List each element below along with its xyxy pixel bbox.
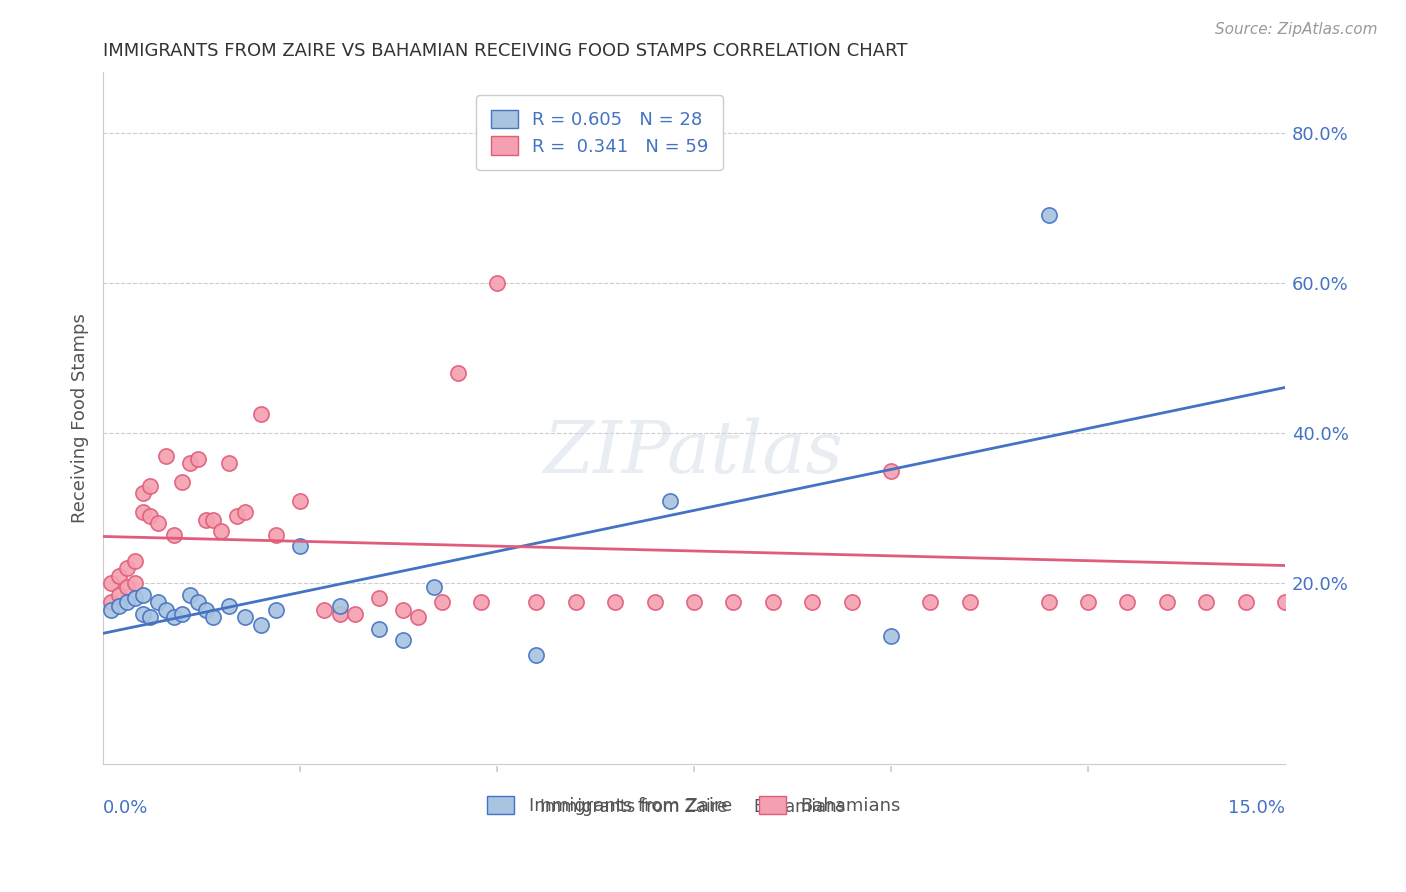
Point: [880, 464, 903, 478]
Text: IMMIGRANTS FROM ZAIRE VS BAHAMIAN RECEIVING FOOD STAMPS CORRELATION CHART: IMMIGRANTS FROM ZAIRE VS BAHAMIAN RECEIV…: [103, 42, 908, 60]
Point: [148, 516, 170, 531]
Point: [367, 622, 389, 636]
Point: [148, 595, 170, 609]
Point: [139, 479, 162, 493]
Point: [605, 595, 627, 609]
Point: [100, 603, 122, 617]
Point: [920, 595, 942, 609]
Point: [202, 610, 225, 624]
Point: [486, 276, 509, 290]
Legend: Immigrants from Zaire, Bahamians: Immigrants from Zaire, Bahamians: [478, 787, 910, 824]
Point: [1038, 208, 1060, 222]
Point: [226, 508, 249, 523]
Point: [1234, 595, 1257, 609]
Point: [124, 554, 146, 568]
Point: [163, 527, 186, 541]
Point: [328, 607, 350, 621]
Point: [131, 486, 153, 500]
Point: [447, 366, 470, 380]
Point: [108, 569, 131, 583]
Point: [194, 512, 217, 526]
Point: [139, 508, 162, 523]
Point: [249, 408, 271, 422]
Point: [131, 607, 153, 621]
Point: [408, 610, 430, 624]
Point: [683, 595, 706, 609]
Y-axis label: Receiving Food Stamps: Receiving Food Stamps: [72, 313, 89, 523]
Point: [233, 505, 256, 519]
Text: Bahamians: Bahamians: [754, 798, 845, 816]
Point: [179, 588, 201, 602]
Point: [115, 580, 138, 594]
Point: [430, 595, 453, 609]
Point: [218, 599, 240, 613]
Point: [526, 595, 548, 609]
Point: [288, 539, 311, 553]
Point: [209, 524, 232, 538]
Text: 0.0%: 0.0%: [103, 798, 149, 816]
Text: 15.0%: 15.0%: [1227, 798, 1285, 816]
Point: [108, 599, 131, 613]
Point: [762, 595, 785, 609]
Point: [1038, 595, 1060, 609]
Point: [344, 607, 367, 621]
Point: [233, 610, 256, 624]
Point: [115, 595, 138, 609]
Point: [108, 588, 131, 602]
Point: [391, 603, 413, 617]
Point: [801, 595, 824, 609]
Point: [565, 595, 588, 609]
Point: [187, 595, 209, 609]
Point: [179, 456, 201, 470]
Point: [266, 603, 288, 617]
Point: [288, 493, 311, 508]
Point: [124, 576, 146, 591]
Point: [139, 610, 162, 624]
Point: [423, 580, 446, 594]
Text: ZIPatlas: ZIPatlas: [544, 417, 844, 488]
Point: [202, 512, 225, 526]
Point: [1156, 595, 1178, 609]
Point: [187, 452, 209, 467]
Point: [100, 595, 122, 609]
Point: [841, 595, 863, 609]
Point: [170, 475, 193, 489]
Point: [115, 561, 138, 575]
Point: [1116, 595, 1139, 609]
Point: [1313, 321, 1336, 335]
Point: [194, 603, 217, 617]
Point: [218, 456, 240, 470]
Point: [328, 599, 350, 613]
Point: [470, 595, 492, 609]
Point: [155, 603, 177, 617]
Point: [723, 595, 745, 609]
Point: [100, 576, 122, 591]
Text: Source: ZipAtlas.com: Source: ZipAtlas.com: [1215, 22, 1378, 37]
Point: [131, 588, 153, 602]
Point: [959, 595, 981, 609]
Point: [170, 607, 193, 621]
Point: [526, 648, 548, 662]
Point: [659, 493, 682, 508]
Point: [1195, 595, 1218, 609]
Point: [1274, 595, 1296, 609]
Point: [124, 591, 146, 606]
Text: Immigrants from Zaire: Immigrants from Zaire: [540, 798, 728, 816]
Point: [163, 610, 186, 624]
Point: [1392, 381, 1406, 395]
Point: [644, 595, 666, 609]
Point: [391, 632, 413, 647]
Point: [312, 603, 335, 617]
Point: [1353, 595, 1375, 609]
Point: [249, 617, 271, 632]
Point: [1077, 595, 1099, 609]
Point: [266, 527, 288, 541]
Point: [367, 591, 389, 606]
Point: [880, 629, 903, 643]
Point: [155, 449, 177, 463]
Point: [131, 505, 153, 519]
